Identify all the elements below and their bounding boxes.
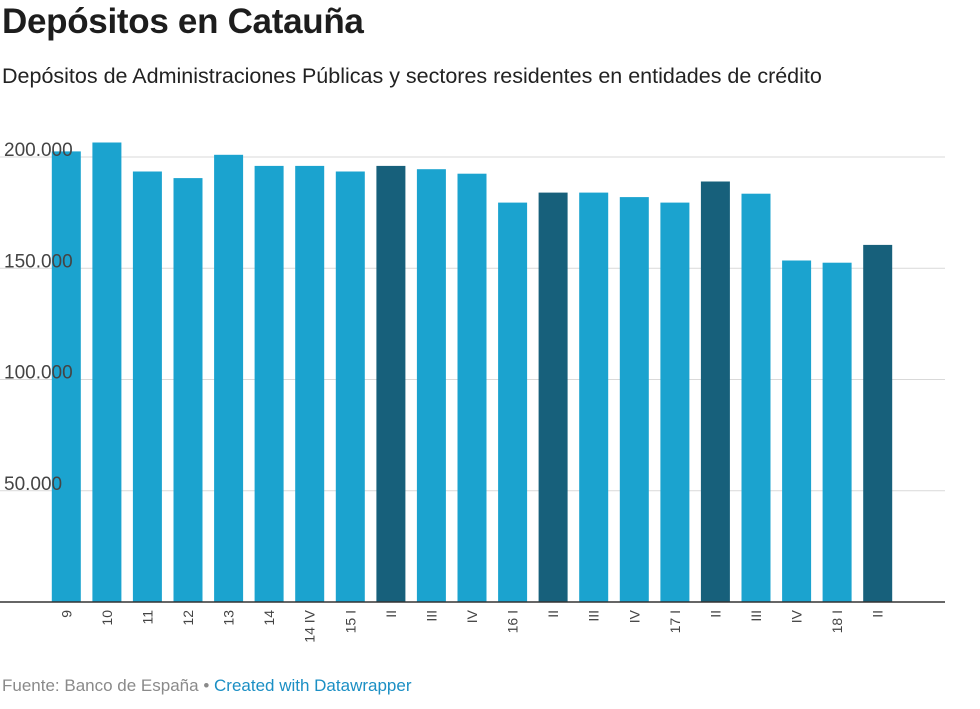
bars — [51, 142, 893, 603]
bar — [457, 173, 487, 602]
footer-separator: • — [198, 676, 214, 695]
footer: Fuente: Banco de España • Created with D… — [2, 676, 411, 696]
y-axis-labels: 50.000 100.000 150.000 200.000 — [4, 140, 73, 495]
x-tick-label: IV — [789, 609, 805, 623]
bar — [700, 181, 730, 602]
bar — [51, 151, 81, 602]
bar — [92, 142, 122, 602]
bar — [538, 192, 568, 602]
x-tick-label: II — [707, 610, 723, 618]
bar — [782, 260, 812, 602]
bar — [335, 171, 365, 602]
x-tick-label: IV — [626, 609, 642, 623]
chart-title: Depósitos en Catauña — [2, 2, 364, 41]
bar — [498, 202, 528, 602]
y-tick-label: 100.000 — [4, 363, 73, 384]
x-tick-label: 15 I — [342, 610, 358, 633]
x-tick-label: 17 I — [667, 610, 683, 633]
bar-chart: 50.000 100.000 150.000 200.000 9 10 11 12 13 14 1… — [0, 140, 945, 643]
y-tick-label: 150.000 — [4, 251, 73, 272]
bar — [822, 262, 852, 602]
bar — [579, 192, 609, 602]
x-tick-label: 11 — [139, 610, 155, 625]
bar — [660, 202, 690, 602]
y-tick-label: 200.000 — [4, 140, 73, 161]
bar — [416, 169, 446, 602]
x-tick-label: 14 — [261, 610, 277, 626]
bar — [863, 244, 893, 602]
x-tick-label: 10 — [99, 610, 115, 626]
x-tick-label: 16 I — [505, 610, 521, 633]
x-tick-label: 12 — [180, 610, 196, 626]
x-tick-label: II — [545, 610, 561, 618]
bar — [214, 154, 244, 603]
x-tick-label: III — [586, 610, 602, 622]
bar — [741, 193, 771, 602]
x-tick-label: 13 — [221, 610, 237, 626]
chart-subtitle: Depósitos de Administraciones Públicas y… — [2, 64, 822, 88]
datawrapper-credit-link[interactable]: Created with Datawrapper — [214, 676, 412, 695]
y-tick-label: 50.000 — [4, 474, 62, 495]
bar — [132, 171, 162, 602]
bar — [254, 165, 284, 602]
x-tick-label: 14 IV — [302, 609, 318, 642]
x-tick-label: IV — [464, 609, 480, 623]
x-tick-label: II — [870, 610, 886, 618]
bar — [173, 178, 203, 602]
x-tick-label: 18 I — [829, 610, 845, 633]
x-axis-labels: 9 10 11 12 13 14 14 IV 15 I II III IV 16 I II III IV 17… — [58, 609, 885, 642]
bar — [619, 197, 649, 602]
x-tick-label: 9 — [58, 610, 74, 618]
x-tick-label: III — [748, 610, 764, 622]
source-note: Fuente: Banco de España — [2, 676, 199, 695]
x-tick-label: III — [423, 610, 439, 622]
bar — [295, 165, 325, 602]
bar — [376, 165, 406, 602]
x-tick-label: II — [383, 610, 399, 618]
